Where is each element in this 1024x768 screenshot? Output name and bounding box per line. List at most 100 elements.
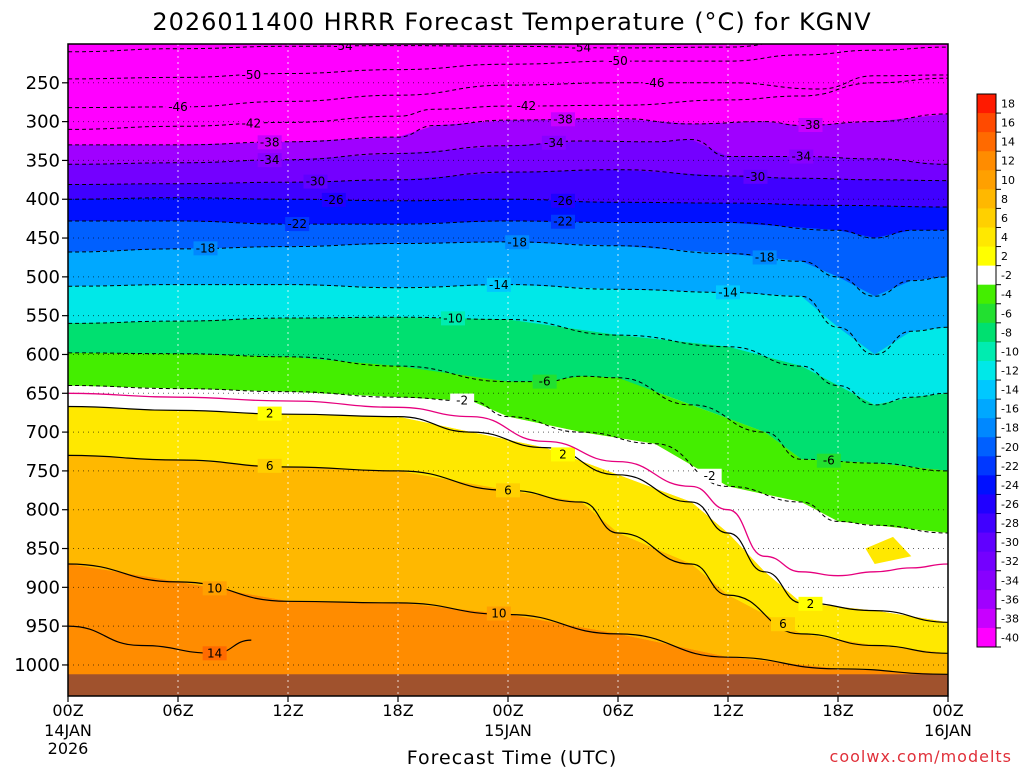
isotherm-label-bg <box>789 149 814 164</box>
isotherm-label: -2 <box>456 394 468 408</box>
x-tick-label: 06Z <box>162 701 193 720</box>
colorbar-swatch <box>977 399 996 419</box>
isotherm-line <box>68 241 948 297</box>
isotherm-label-bg <box>505 235 530 250</box>
isotherm-label: 10 <box>207 581 222 595</box>
colorbar-label: 16 <box>1001 117 1015 130</box>
colorbar-label: -20 <box>1001 441 1019 454</box>
colorbar-label: -24 <box>1001 479 1019 492</box>
colorbar-swatch <box>977 132 996 152</box>
isotherm-label: -26 <box>324 193 344 207</box>
isotherm-line <box>68 197 948 208</box>
x-axis-label: Forecast Time (UTC) <box>407 747 617 768</box>
colorbar-label: -32 <box>1001 555 1019 568</box>
x-tick-label: 12Z <box>712 701 743 720</box>
colorbar-label: -22 <box>1001 460 1019 473</box>
isotherm-label: 6 <box>779 617 787 631</box>
colorbar-label: 4 <box>1001 231 1008 244</box>
isotherm-label-bg <box>486 277 511 292</box>
colorbar-label: -10 <box>1001 345 1019 358</box>
isotherm-line <box>68 74 948 109</box>
colorbar-swatch <box>977 284 996 305</box>
y-tick-label: 400 <box>26 189 60 210</box>
isotherm-line <box>68 220 948 239</box>
isotherm-label-bg <box>257 406 282 421</box>
colorbar-swatch <box>977 360 996 381</box>
isotherm-label: -46 <box>645 76 665 90</box>
colorbar-label: -38 <box>1001 612 1019 625</box>
isotherm-band <box>68 241 948 355</box>
isotherm-label: -14 <box>718 285 738 299</box>
isotherm-band <box>68 221 948 297</box>
warm-core <box>865 536 912 564</box>
colorbar-label: 8 <box>1001 193 1008 206</box>
isotherm-label-bg <box>202 581 227 596</box>
isotherm-label-bg <box>331 44 355 53</box>
colorbar-swatch <box>977 227 996 248</box>
colorbar-label: -26 <box>1001 498 1019 511</box>
isotherm-label: -30 <box>306 175 326 189</box>
colorbar-label: -6 <box>1001 307 1012 320</box>
isotherm-label: -46 <box>168 100 188 114</box>
isotherm-label: -18 <box>507 235 527 249</box>
colorbar-label: -4 <box>1001 288 1012 301</box>
isotherm-label: -54 <box>572 40 592 54</box>
isotherm-label: -18 <box>196 241 216 255</box>
x-tick-year: 2026 <box>48 739 89 758</box>
colorbar-label: -18 <box>1001 422 1019 435</box>
isotherm-label: 2 <box>559 447 567 461</box>
colorbar-swatch <box>977 113 996 133</box>
isotherm-label-bg <box>202 646 227 661</box>
isotherm-line <box>68 169 948 185</box>
x-tick-date: 15JAN <box>484 721 532 740</box>
isotherm-band <box>68 44 948 79</box>
x-tick-label: 18Z <box>822 701 853 720</box>
isotherm-label: -14 <box>489 278 509 292</box>
y-tick-label: 500 <box>26 267 60 288</box>
chart-title: 2026011400 HRRR Forecast Temperature (°C… <box>152 8 871 36</box>
isotherm-label: -38 <box>801 118 821 132</box>
isotherm-label-bg <box>303 174 328 189</box>
colorbar-label: -30 <box>1001 536 1019 549</box>
isotherm-label-bg <box>532 374 557 389</box>
isotherm-label: -42 <box>242 117 262 131</box>
zero-degree-line <box>68 392 948 577</box>
isotherm-band <box>68 113 948 165</box>
isotherm-band <box>68 385 948 623</box>
isotherm-label-bg <box>193 241 218 256</box>
isotherm-label: -38 <box>553 112 573 126</box>
colorbar-label: 12 <box>1001 155 1015 168</box>
isotherm-label: -26 <box>553 194 573 208</box>
isotherm-line <box>68 138 948 165</box>
isotherm-band <box>68 352 948 533</box>
isotherm-label: 6 <box>504 483 512 497</box>
isotherm-label: 14 <box>207 646 222 660</box>
isotherm-label-bg <box>771 617 795 632</box>
colorbar-swatch <box>977 494 996 515</box>
plot-area: -54 -54 -50 -50 -46 -46 -42 -42 -38 -38 -38 -34 -34 -… <box>68 40 948 696</box>
colorbar-label: 2 <box>1001 250 1008 263</box>
colorbar-frame <box>976 93 997 648</box>
isotherm-label-bg <box>551 193 575 208</box>
isotherm-label: 10 <box>491 607 506 621</box>
isotherm-label-bg <box>450 393 475 408</box>
y-tick-label: 350 <box>26 150 60 171</box>
colorbar-swatch <box>977 456 996 476</box>
y-tick-label: 650 <box>26 383 60 404</box>
colorbar-swatch <box>977 589 996 610</box>
isotherm-line <box>68 77 948 130</box>
colorbar-swatch <box>977 532 996 553</box>
y-tick-label: 1000 <box>14 655 60 676</box>
colorbar-label: -2 <box>1001 269 1012 282</box>
isotherm-label-bg <box>257 458 282 473</box>
colorbar-label: -12 <box>1001 365 1019 378</box>
colorbar-swatch <box>977 570 996 591</box>
ground-surface <box>68 674 948 696</box>
isotherm-label-bg <box>285 217 310 232</box>
y-tick-label: 600 <box>26 344 60 365</box>
isotherm-label-bg <box>798 118 823 133</box>
colorbar-swatch <box>977 303 996 324</box>
isotherm-label-bg <box>257 153 282 168</box>
